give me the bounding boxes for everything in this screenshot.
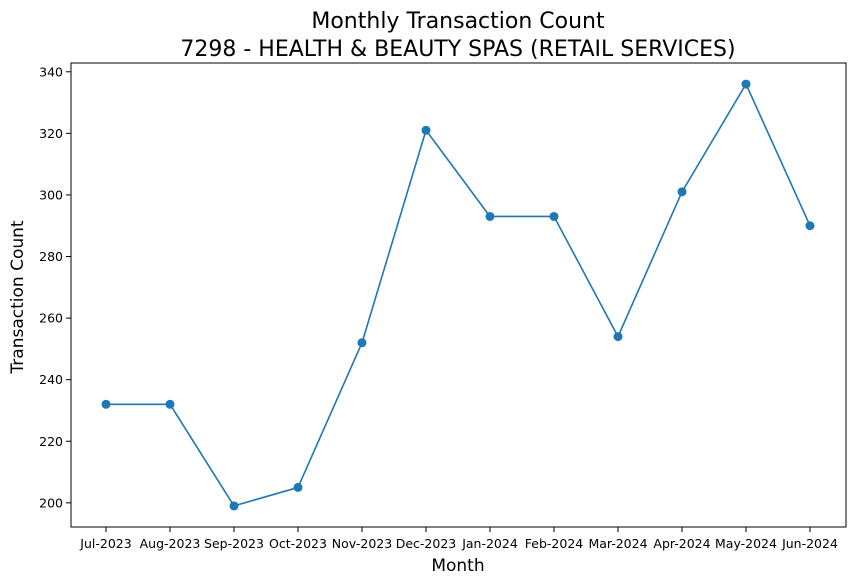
y-tick-label: 200 [39,495,63,510]
data-point [613,332,623,342]
data-point [805,221,815,231]
x-tick-label: Jun-2024 [781,536,838,551]
y-tick-label: 320 [39,126,63,141]
y-tick-label: 300 [39,187,63,202]
x-tick-label: Oct-2023 [269,536,327,551]
x-tick-label: Sep-2023 [204,536,264,551]
chart-title: Monthly Transaction Count [311,9,605,34]
x-axis-label: Month [431,556,484,576]
y-axis-label: Transaction Count [8,220,28,374]
y-tick-label: 340 [39,64,63,79]
x-tick-label: Feb-2024 [525,536,584,551]
data-point [485,211,495,221]
data-point [229,501,239,511]
y-tick-label: 260 [39,311,63,326]
x-tick-label: Dec-2023 [396,536,457,551]
y-tick-label: 220 [39,434,63,449]
x-tick-label: Mar-2024 [588,536,647,551]
data-point [101,399,111,409]
x-tick-label: Aug-2023 [140,536,201,551]
plot-area-frame [70,62,847,528]
x-axis: Jul-2023 Aug-2023 Sep-2023 Oct-2023 Nov-2023… [79,527,838,551]
chart-subtitle: 7298 - HEALTH & BEAUTY SPAS (RETAIL SERV… [180,37,735,62]
y-tick-label: 240 [39,372,63,387]
x-tick-label: Nov-2023 [332,536,392,551]
data-point [293,482,303,492]
data-point [421,125,431,135]
data-point [677,187,687,197]
y-axis: 200 220 240 260 280 300 320 340 [39,64,71,510]
x-tick-label: Jan-2024 [461,536,518,551]
data-point [741,79,751,89]
series-layer [101,79,815,511]
data-point [165,399,175,409]
data-point [549,211,559,221]
x-tick-label: Apr-2024 [653,536,710,551]
y-tick-label: 280 [39,249,63,264]
x-tick-label: Jul-2023 [79,536,131,551]
x-tick-label: May-2024 [715,536,777,551]
data-point [357,338,367,348]
series-line [106,83,811,507]
